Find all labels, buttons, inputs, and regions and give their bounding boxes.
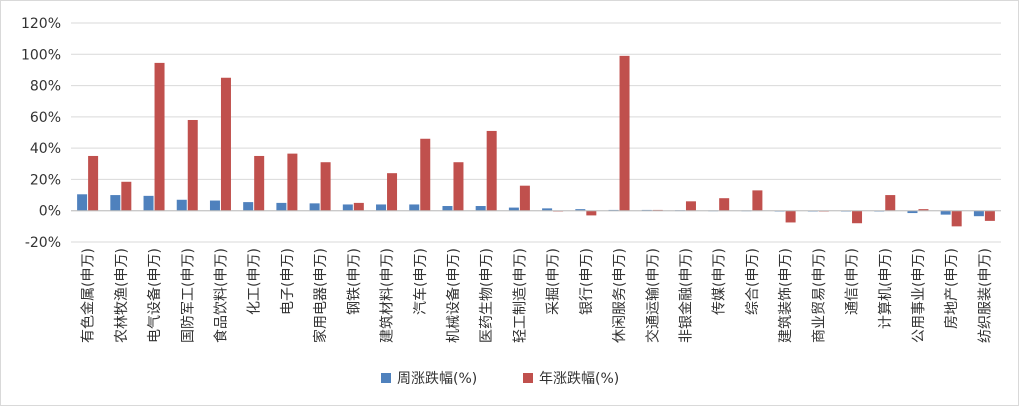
bar-yearly	[852, 210, 863, 224]
bar-weekly	[475, 206, 486, 211]
bar-yearly	[320, 162, 331, 211]
bar-weekly	[110, 195, 121, 211]
x-tick-label: 计算机(申万)	[878, 248, 894, 329]
x-tick-label: 机械设备(申万)	[445, 248, 462, 343]
x-tick-label: 综合(申万)	[745, 248, 761, 315]
x-tick-label: 医药生物(申万)	[479, 248, 495, 343]
bar-yearly	[187, 119, 198, 211]
legend-swatch-weekly	[381, 373, 391, 383]
bar-yearly	[353, 202, 364, 211]
bar-yearly	[453, 162, 464, 211]
bar-yearly	[918, 209, 929, 211]
bar-weekly	[309, 203, 320, 211]
legend-label-yearly: 年涨跌幅(%)	[539, 371, 619, 387]
x-tick-label: 钢铁(申万)	[346, 248, 362, 315]
bar-yearly	[885, 195, 896, 211]
bar-yearly	[519, 185, 530, 211]
legend-swatch-yearly	[523, 373, 533, 383]
x-tick-label: 公用事业(申万)	[911, 248, 927, 343]
x-tick-label: 传媒(申万)	[712, 248, 728, 315]
bar-yearly	[88, 155, 99, 211]
bar-yearly	[254, 155, 265, 211]
bar-weekly	[907, 210, 918, 214]
bar-weekly	[176, 199, 187, 211]
x-tick-label: 休闲服务(申万)	[612, 248, 628, 343]
bar-weekly	[973, 210, 984, 217]
x-tick-label: 国防军工(申万)	[180, 248, 196, 343]
y-tick-label: 120%	[21, 16, 61, 32]
y-tick-label: -20%	[25, 235, 61, 251]
y-tick-label: 80%	[30, 79, 61, 95]
y-tick-label: 100%	[21, 47, 61, 63]
bar-weekly	[940, 210, 951, 215]
bar-weekly	[342, 204, 353, 211]
bars-layer	[77, 55, 995, 227]
legend-label-weekly: 周涨跌幅(%)	[397, 371, 477, 387]
bar-yearly	[785, 210, 796, 223]
bar-weekly	[542, 208, 553, 211]
bar-yearly	[752, 190, 763, 211]
bar-yearly	[951, 210, 962, 227]
y-tick-label: 60%	[30, 110, 61, 126]
bar-weekly	[508, 207, 519, 211]
bar-yearly	[121, 181, 132, 211]
y-tick-label: 20%	[30, 172, 61, 188]
bar-yearly	[619, 55, 630, 211]
bar-yearly	[420, 138, 431, 211]
y-tick-labels: -20% 0% 20% 40% 60% 80% 100% 120%	[21, 16, 61, 251]
x-tick-label: 建筑装饰(申万)	[778, 248, 794, 343]
x-tick-label: 食品饮料(申万)	[212, 248, 229, 343]
x-tick-label: 商业贸易(申万)	[811, 248, 827, 343]
bar-weekly	[243, 202, 254, 211]
legend: 周涨跌幅(%) 年涨跌幅(%)	[381, 371, 619, 387]
bar-weekly	[143, 195, 154, 211]
bar-weekly	[276, 202, 287, 211]
bar-weekly	[409, 204, 420, 211]
bar-yearly	[387, 173, 398, 211]
bar-yearly	[287, 153, 298, 211]
x-tick-label: 非银金融(申万)	[678, 248, 694, 343]
x-tick-label: 银行(申万)	[579, 248, 595, 315]
bar-yearly	[984, 210, 995, 221]
x-tick-label: 家用电器(申万)	[312, 248, 329, 343]
x-tick-label: 有色金属(申万)	[80, 248, 97, 343]
bar-yearly	[220, 77, 231, 211]
bar-yearly	[719, 198, 730, 211]
x-tick-labels: 有色金属(申万) 农林牧渔(申万) 电气设备(申万) 国防军工(申万) 食品饮料(申万)…	[80, 248, 994, 343]
bar-yearly	[486, 130, 497, 211]
x-tick-label: 电子(申万)	[280, 248, 296, 315]
x-tick-label: 交通运输(申万)	[644, 248, 661, 343]
bar-weekly	[442, 206, 453, 211]
x-tick-label: 房地产(申万)	[944, 248, 960, 329]
x-tick-label: 采掘(申万)	[546, 248, 562, 315]
x-tick-label: 农林牧渔(申万)	[114, 248, 130, 343]
x-tick-label: 化工(申万)	[247, 248, 263, 315]
bar-yearly	[154, 62, 165, 211]
x-tick-label: 纺织服装(申万)	[977, 248, 993, 343]
bar-weekly	[209, 200, 220, 211]
x-tick-label: 通信(申万)	[845, 248, 861, 315]
y-tick-label: 40%	[30, 141, 61, 157]
x-tick-label: 轻工制造(申万)	[512, 248, 528, 343]
bar-yearly	[685, 201, 696, 211]
bar-weekly	[575, 209, 586, 211]
bar-weekly	[376, 204, 387, 211]
x-tick-label: 汽车(申万)	[412, 248, 429, 315]
bar-weekly	[77, 194, 88, 211]
bar-yearly	[586, 210, 597, 216]
x-tick-label: 电气设备(申万)	[146, 248, 163, 343]
x-tick-label: 建筑材料(申万)	[380, 248, 396, 343]
y-tick-label: 0%	[39, 204, 61, 220]
